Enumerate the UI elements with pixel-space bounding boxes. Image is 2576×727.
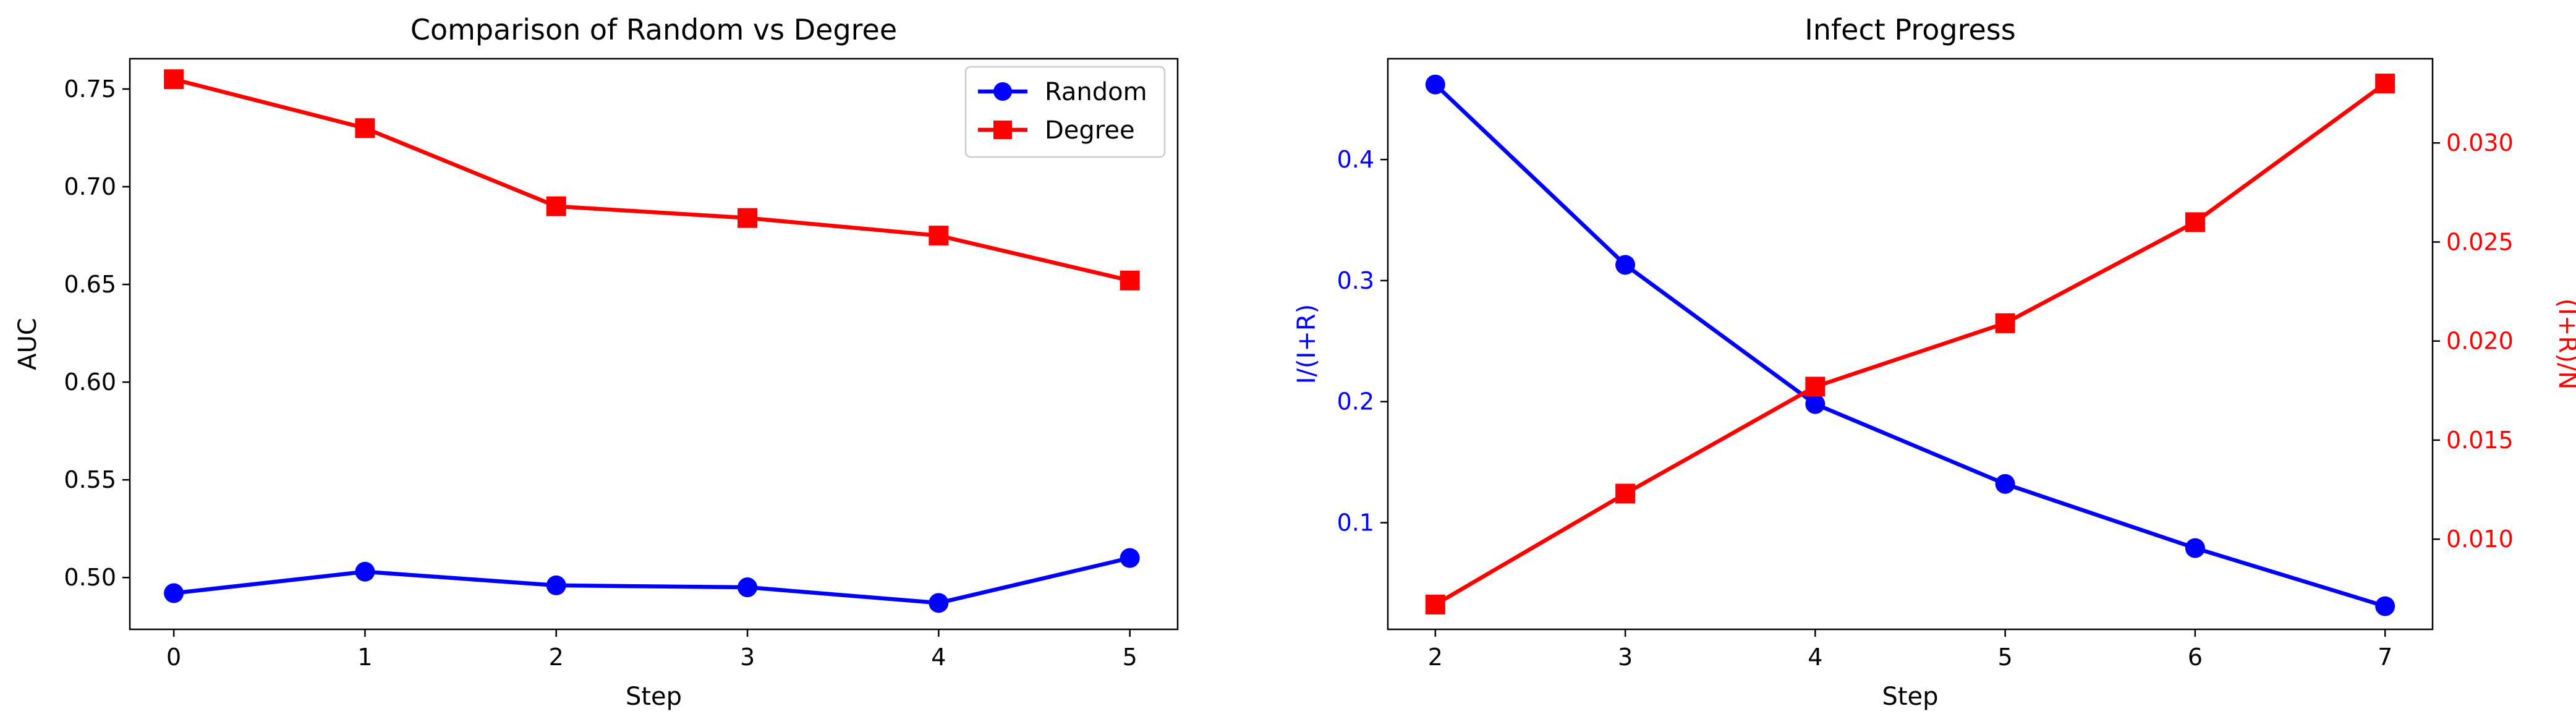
chart-1: Comparison of Random vs Degree 0 1 2 3 4 5 0.50… (14, 13, 1179, 711)
data-point (355, 561, 375, 582)
data-point (1120, 548, 1140, 568)
series-line-random (171, 556, 1132, 605)
x-tick-label: 1 (357, 644, 372, 671)
x-tick-label: 3 (740, 644, 755, 671)
x-tick-label: 4 (1808, 644, 1822, 671)
data-point (2185, 538, 2205, 558)
legend-label: Random (1045, 78, 1147, 106)
y-tick-label: 0.70 (64, 173, 116, 200)
y-tick-label: 0.3 (1337, 267, 1374, 294)
y-right-tick-label: 0.015 (2446, 427, 2514, 454)
x-tick-label: 5 (1998, 644, 2013, 671)
x-tick-label: 3 (1618, 644, 1633, 671)
legend-label: Degree (1045, 116, 1135, 145)
data-point (1995, 313, 2015, 333)
x-axis-label: Step (626, 682, 682, 711)
chart-title: Comparison of Random vs Degree (410, 13, 897, 46)
y-right-tick-label: 0.010 (2446, 525, 2514, 553)
data-point (546, 196, 566, 216)
data-point (164, 69, 184, 90)
x-tick-label: 4 (931, 644, 946, 671)
x-tick-label: 6 (2188, 644, 2203, 671)
data-point (2375, 74, 2395, 94)
y-axis-label: I/(I+R) (1293, 304, 1321, 385)
y-tick-label: 0.1 (1337, 509, 1374, 537)
data-point (929, 593, 949, 613)
series-line-degree (171, 77, 1132, 283)
legend-box (964, 66, 1166, 158)
data-point (2375, 596, 2395, 616)
y-tick-label: 0.60 (64, 368, 116, 396)
data-point (164, 583, 184, 603)
chart-title: Infect Progress (1804, 13, 2015, 46)
legend-marker (993, 121, 1012, 139)
data-point (1995, 474, 2015, 494)
y-tick-label: 0.75 (64, 75, 116, 103)
data-point (1805, 394, 1826, 414)
data-point (1425, 74, 1445, 95)
data-point (738, 208, 758, 228)
series-line-series-1 (1433, 82, 2387, 608)
data-point (738, 577, 758, 598)
data-point (1805, 376, 1826, 397)
data-point (1615, 255, 1636, 275)
data-point (546, 575, 566, 595)
legend-marker (993, 82, 1012, 101)
legend: Random Degree (964, 66, 1166, 158)
data-point (929, 226, 949, 246)
y-tick-label: 0.2 (1337, 388, 1374, 415)
chart-2: Infect Progress 2 3 4 5 6 7 0.1 0.2 0.3 0.4 0.010 0.… (1293, 13, 2576, 711)
x-axis-label: Step (1882, 682, 1938, 711)
x-tick-label: 5 (1123, 644, 1137, 671)
y-right-tick-label: 0.030 (2446, 129, 2514, 156)
y-right-tick-label: 0.020 (2446, 328, 2514, 355)
x-tick-label: 2 (549, 644, 564, 671)
y-right-axis-label: (I+R)/N (2553, 299, 2576, 390)
data-point (2185, 212, 2205, 232)
data-point (1120, 270, 1140, 291)
data-point (355, 118, 375, 138)
plot-frame (129, 57, 1179, 631)
x-tick-label: 2 (1428, 644, 1443, 671)
plot-frame (1387, 57, 2434, 631)
y-tick-label: 0.65 (64, 271, 116, 298)
x-tick-label: 0 (166, 644, 181, 671)
y-right-tick-label: 0.025 (2446, 228, 2514, 255)
y-axis-label: AUC (14, 318, 42, 370)
y-tick-label: 0.55 (64, 466, 116, 493)
y-tick-label: 0.50 (64, 564, 116, 591)
x-tick-label: 7 (2378, 644, 2392, 671)
data-point (1615, 483, 1636, 504)
data-point (1425, 594, 1445, 614)
series-line-series-2 (1433, 81, 2387, 607)
y-tick-label: 0.4 (1337, 146, 1374, 173)
